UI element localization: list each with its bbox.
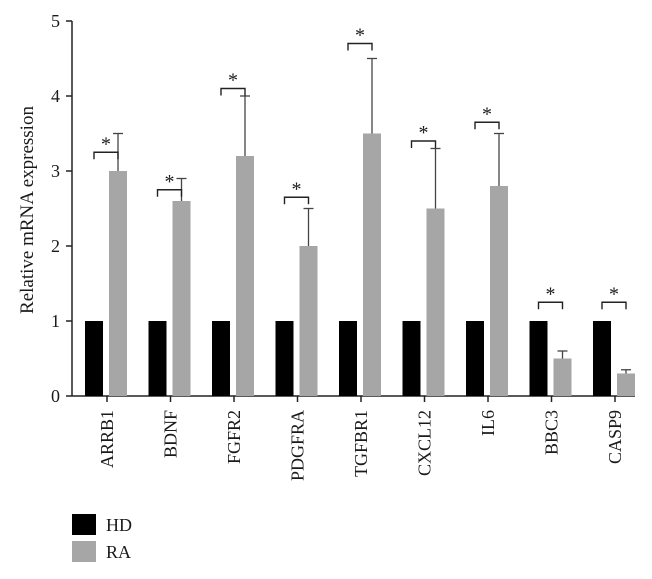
legend-label-hd: HD [106, 515, 132, 535]
significance-bracket [156, 189, 183, 197]
significance-star: * [546, 283, 556, 305]
significance-bracket [220, 87, 246, 96]
bar-hd-bdnf [148, 321, 167, 396]
x-tick-label: TGFBR1 [351, 410, 371, 477]
significance-bracket [601, 301, 627, 310]
significance-bracket [93, 151, 119, 160]
bar-hd-arrb1 [85, 321, 103, 396]
bar-ra-il6 [490, 186, 508, 396]
significance-bracket [410, 140, 437, 148]
x-tick-label: ARRB1 [97, 410, 117, 468]
bar-hd-tgfbr1 [339, 321, 357, 396]
significance-bracket [283, 196, 310, 205]
x-tick-label: PDGFRA [288, 410, 308, 481]
significance-markers: * * * * * * * * * [93, 25, 627, 310]
bar-hd-il6 [466, 321, 484, 396]
x-axis: ARRB1 BDNF FGFR2 PDGFRA TGFBR1 CXCL12 IL6 BBC3 C… [72, 395, 635, 481]
x-tick-label: BBC3 [542, 410, 562, 455]
significance-star: * [482, 103, 492, 125]
bar-ra-pdgfra [299, 246, 318, 396]
bar-ra-fgfr2 [236, 156, 254, 396]
bar-hd-bbc3 [529, 321, 548, 396]
significance-star: * [419, 122, 429, 144]
bars [85, 133, 635, 396]
y-tick-label: 2 [51, 236, 60, 256]
bar-ra-arrb1 [109, 171, 127, 396]
legend: HD RA [72, 514, 132, 562]
y-axis: 0 1 2 3 4 5 [51, 11, 73, 406]
significance-star: * [165, 171, 175, 193]
y-axis-title: Relative mRNA expression [17, 106, 38, 314]
significance-bracket [347, 42, 373, 51]
significance-bracket [537, 301, 564, 310]
bar-ra-casp9 [617, 373, 635, 396]
y-tick-label: 0 [51, 386, 60, 406]
significance-star: * [609, 283, 619, 305]
bar-ra-bbc3 [553, 358, 572, 396]
legend-swatch-ra [72, 541, 96, 562]
y-tick-label: 1 [51, 311, 60, 331]
legend-label-ra: RA [106, 542, 131, 562]
bar-ra-bdnf [172, 201, 191, 396]
bar-hd-pdgfra [275, 321, 294, 396]
x-tick-label: IL6 [478, 410, 498, 436]
significance-star: * [228, 70, 238, 92]
x-tick-label: FGFR2 [224, 410, 244, 464]
x-tick-label: BDNF [161, 410, 181, 458]
x-tick-label: CASP9 [605, 410, 625, 464]
y-tick-label: 5 [51, 11, 60, 31]
significance-star: * [101, 133, 111, 155]
significance-star: * [355, 25, 365, 47]
x-tick-label: CXCL12 [415, 410, 435, 476]
bar-hd-cxcl12 [402, 321, 421, 396]
bar-ra-tgfbr1 [363, 133, 381, 396]
legend-swatch-hd [72, 514, 96, 535]
significance-bracket [474, 121, 500, 130]
significance-star: * [292, 178, 302, 200]
bar-ra-cxcl12 [426, 208, 445, 396]
bar-hd-fgfr2 [212, 321, 230, 396]
bar-hd-casp9 [593, 321, 611, 396]
y-tick-label: 3 [51, 161, 60, 181]
y-tick-label: 4 [51, 86, 60, 106]
